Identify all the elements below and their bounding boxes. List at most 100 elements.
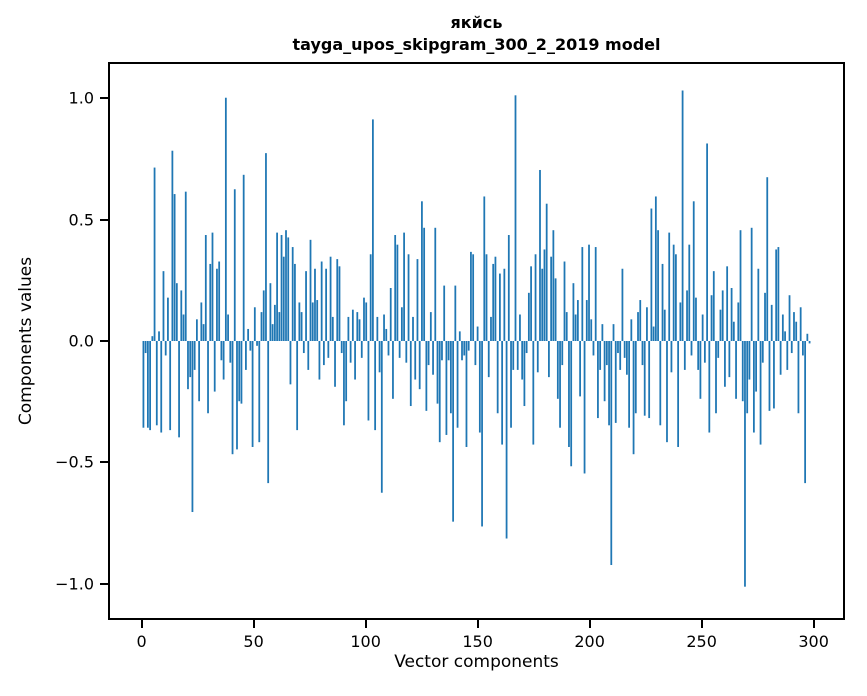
bar [222, 341, 225, 380]
bar [592, 341, 595, 356]
bar [710, 295, 713, 341]
bar [289, 341, 292, 385]
bar [175, 283, 178, 341]
bar [746, 341, 749, 414]
bar [617, 341, 619, 354]
bar [730, 288, 733, 341]
bar [247, 328, 250, 341]
bar [766, 177, 769, 341]
bar [445, 341, 448, 435]
bar [597, 341, 599, 419]
x-tick-label: 0 [136, 632, 147, 651]
bar [744, 341, 746, 587]
bar [539, 169, 541, 341]
bar [213, 341, 216, 392]
bar [726, 266, 729, 341]
bar [309, 239, 312, 341]
bar [643, 341, 646, 416]
bar [220, 341, 223, 361]
bar [790, 341, 793, 354]
x-tick-mark [252, 620, 255, 628]
bar [650, 208, 653, 341]
bar [630, 319, 633, 341]
bar [345, 341, 348, 402]
x-tick-mark [364, 620, 367, 628]
bar [608, 341, 610, 426]
bar [668, 232, 671, 341]
bar [423, 227, 426, 341]
bar [572, 283, 575, 341]
bar [452, 341, 454, 522]
bar [755, 341, 757, 392]
bar [688, 244, 691, 341]
bar [316, 300, 319, 341]
bar [748, 341, 751, 380]
bar [356, 312, 359, 341]
bar [681, 90, 684, 341]
bar [280, 235, 283, 341]
bar [563, 261, 566, 341]
bar [343, 341, 345, 426]
bar [169, 341, 172, 431]
bar [193, 341, 196, 370]
bar [779, 341, 782, 375]
bar [735, 341, 737, 399]
bar [282, 256, 285, 341]
bar [336, 259, 339, 341]
bar [610, 341, 613, 566]
bar [340, 341, 343, 354]
bar [799, 307, 802, 341]
bar [661, 263, 664, 341]
bar [416, 259, 419, 341]
bar [701, 314, 704, 341]
bar [374, 341, 377, 431]
bar [666, 341, 668, 443]
bar [550, 256, 553, 341]
bar [325, 268, 328, 341]
bar [501, 341, 504, 445]
bar [510, 341, 512, 428]
bar [458, 331, 461, 341]
bar [318, 341, 321, 380]
bar [229, 341, 232, 363]
bar [683, 341, 686, 370]
bar [496, 341, 499, 414]
bar [565, 312, 568, 341]
bar [167, 297, 169, 341]
bar [287, 237, 290, 341]
bar [171, 150, 174, 341]
bar [579, 341, 581, 397]
bar [739, 230, 742, 341]
bar [672, 244, 675, 341]
bar [548, 341, 550, 378]
bar [545, 203, 548, 341]
bar [178, 341, 180, 438]
bar [802, 341, 804, 356]
bar [367, 341, 370, 421]
bar [634, 341, 637, 414]
bar [421, 201, 423, 341]
bar [474, 341, 477, 366]
bar [409, 341, 412, 407]
bar [394, 235, 397, 341]
bar [541, 268, 544, 341]
y-tick-label: 0.0 [68, 331, 94, 351]
bar [164, 341, 167, 356]
bar [260, 312, 263, 341]
bar [641, 341, 644, 366]
bar [543, 249, 546, 341]
bar [494, 256, 497, 341]
bar [146, 341, 149, 428]
bar [521, 341, 524, 380]
bar [476, 326, 479, 341]
bar [196, 319, 198, 341]
bar [576, 300, 579, 341]
bar [331, 316, 334, 341]
bar [485, 254, 488, 341]
bar [583, 341, 586, 474]
bar [652, 326, 655, 341]
bar [200, 302, 203, 341]
bar [155, 341, 158, 426]
bar [449, 341, 452, 414]
chart-title-line-1: якйсь [450, 13, 503, 32]
